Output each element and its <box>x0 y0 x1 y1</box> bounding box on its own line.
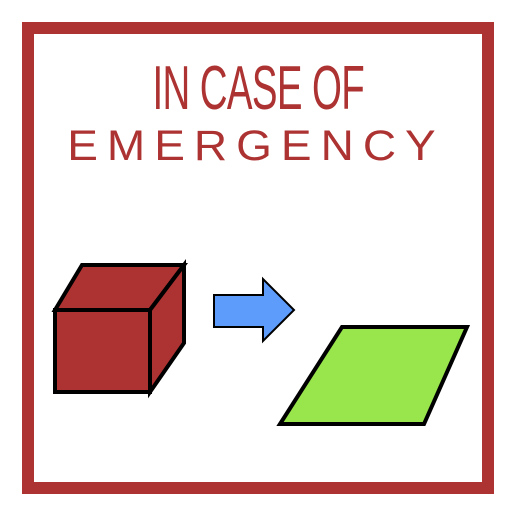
arrow-right-icon <box>213 276 296 344</box>
title-emergency: EMERGENCY <box>67 121 445 170</box>
sign-frame <box>22 22 494 494</box>
title-in-case-of: IN CASE OF <box>152 54 365 123</box>
flat-parallelogram-icon <box>276 325 471 426</box>
cube-icon <box>51 259 189 399</box>
